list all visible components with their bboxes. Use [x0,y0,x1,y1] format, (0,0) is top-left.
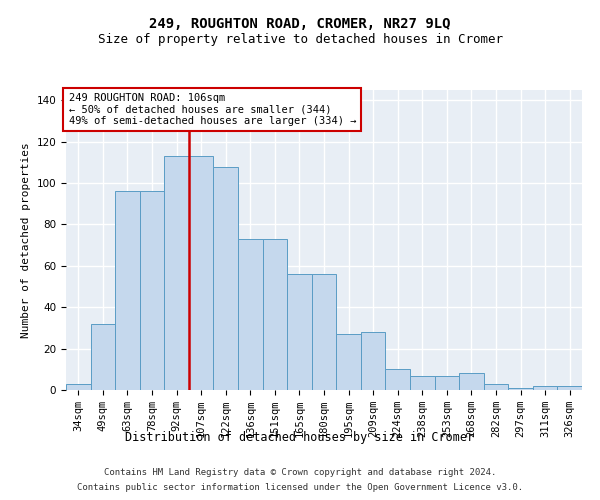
Text: 249, ROUGHTON ROAD, CROMER, NR27 9LQ: 249, ROUGHTON ROAD, CROMER, NR27 9LQ [149,18,451,32]
Text: Size of property relative to detached houses in Cromer: Size of property relative to detached ho… [97,32,503,46]
Bar [484,384,508,390]
Bar [508,388,533,390]
Bar [214,166,238,390]
Bar [238,239,263,390]
Bar [336,334,361,390]
Bar [434,376,459,390]
Bar [312,274,336,390]
Y-axis label: Number of detached properties: Number of detached properties [21,142,31,338]
Bar [66,384,91,390]
Bar [189,156,214,390]
Bar [459,374,484,390]
Bar [361,332,385,390]
Bar [557,386,582,390]
Bar [140,192,164,390]
Bar [287,274,312,390]
Bar [533,386,557,390]
Bar [91,324,115,390]
Text: Contains public sector information licensed under the Open Government Licence v3: Contains public sector information licen… [77,483,523,492]
Bar [164,156,189,390]
Bar [263,239,287,390]
Text: Contains HM Land Registry data © Crown copyright and database right 2024.: Contains HM Land Registry data © Crown c… [104,468,496,477]
Bar [410,376,434,390]
Text: 249 ROUGHTON ROAD: 106sqm
← 50% of detached houses are smaller (344)
49% of semi: 249 ROUGHTON ROAD: 106sqm ← 50% of detac… [68,93,356,126]
Bar [385,370,410,390]
Bar [115,192,140,390]
Text: Distribution of detached houses by size in Cromer: Distribution of detached houses by size … [125,431,475,444]
